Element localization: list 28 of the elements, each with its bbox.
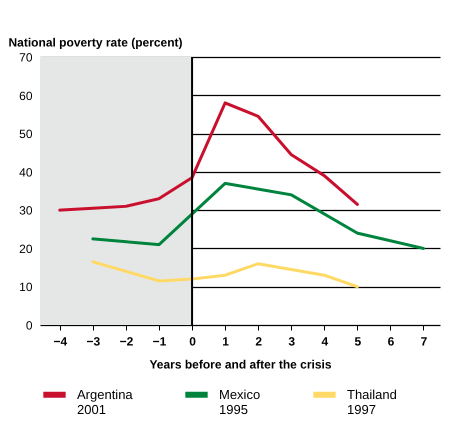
y-tick-label: 0 [26,318,33,332]
y-tick-label: 40 [19,165,33,180]
y-axis-title: National poverty rate (percent) [8,36,183,50]
x-tick-label: −1 [152,334,167,348]
line-series [91,260,359,288]
x-tick-label: −3 [86,334,101,348]
x-tick-label: −4 [53,334,68,348]
line-series [58,101,359,212]
x-tick-label: 3 [288,334,296,348]
y-tick-label: 20 [19,242,33,256]
x-tick-label: 1 [222,334,230,348]
x-tick-label: −2 [120,334,134,348]
y-tick-label: 50 [19,127,33,142]
x-tick-label: 0 [189,334,196,348]
legend-label: Argentina 2001 [77,386,134,417]
legend-label: Mexico 1995 [219,386,260,417]
x-tick-label: 5 [354,334,362,348]
y-tick-label: 70 [19,50,33,64]
x-axis-title: Years before and after the crisis [149,358,332,372]
legend-label: Thailand 1997 [347,386,397,417]
y-tick-label: 60 [19,88,33,103]
y-tick-label: 10 [19,280,33,294]
x-tick-label: 6 [388,334,395,348]
x-tick-label: 2 [255,334,262,348]
x-tick-label: 7 [420,334,428,348]
line-series [91,182,425,250]
x-tick-label: 4 [321,334,328,348]
y-tick-label: 30 [19,204,33,218]
